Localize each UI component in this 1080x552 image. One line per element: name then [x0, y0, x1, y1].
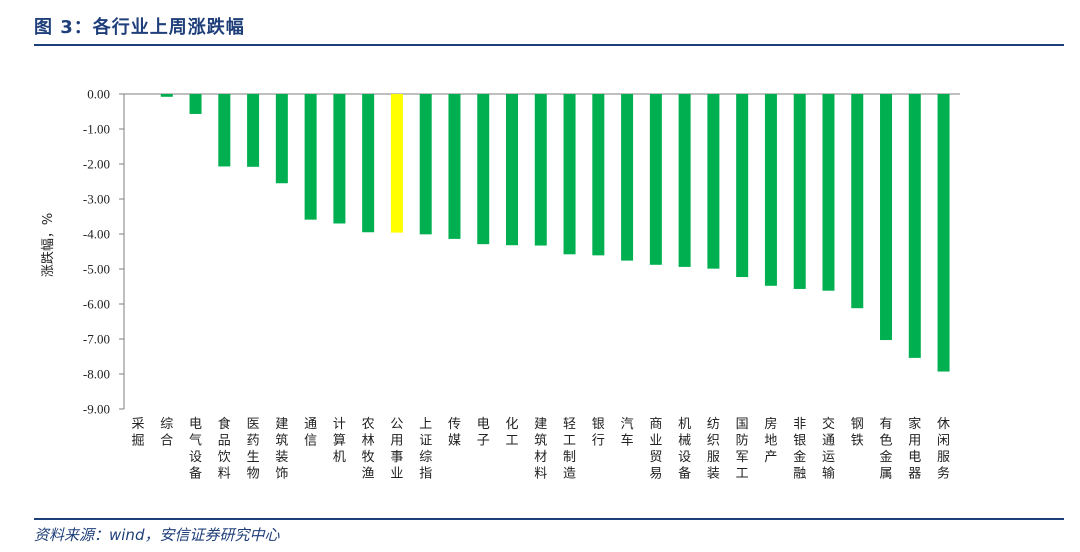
- y-axis: 0.00 -1.00 -2.00 -3.00 -4.00 -5.00 -6.00 -7.00 -…: [83, 87, 960, 417]
- bar-24: [822, 94, 835, 291]
- source-rule: [34, 518, 1064, 520]
- bar-18: [649, 94, 662, 265]
- bar-26: [880, 94, 893, 341]
- bar-27: [908, 94, 921, 358]
- bar-28: [937, 94, 950, 372]
- category-label-2: 电气设备: [189, 417, 202, 482]
- bar-21: [736, 94, 749, 278]
- category-label-8: 农林牧渔: [362, 417, 375, 482]
- category-label-0: 采掘: [131, 417, 144, 449]
- bar-9: [390, 94, 403, 233]
- bar-20: [707, 94, 720, 269]
- bar-8: [362, 94, 375, 233]
- category-label-3: 食品饮料: [218, 416, 231, 482]
- category-label-27: 家用电器: [908, 416, 921, 482]
- category-label-22: 房地产: [764, 416, 777, 465]
- bar-6: [304, 94, 317, 220]
- bar-5: [275, 94, 288, 184]
- category-label-20: 纺织服装: [707, 417, 720, 482]
- bar-2: [189, 94, 202, 114]
- category-label-25: 钢铁: [851, 417, 864, 449]
- bar-3: [218, 94, 231, 167]
- y-tick-label: -6.00: [83, 297, 110, 312]
- bar-chart: 0.00 -1.00 -2.00 -3.00 -4.00 -5.00 -6.00 -7.00 -…: [40, 87, 960, 482]
- bar-10: [419, 94, 432, 235]
- category-label-7: 计算机: [333, 417, 346, 465]
- y-axis-label: 涨跌幅，%: [40, 213, 56, 277]
- source-note: 资料来源：wind，安信证券研究中心: [34, 526, 280, 544]
- category-label-23: 非银金融: [793, 417, 806, 482]
- category-label-9: 公用事业: [390, 417, 403, 482]
- y-tick-label: 0.00: [87, 87, 110, 102]
- bar-25: [851, 94, 864, 309]
- y-tick-label: -4.00: [83, 227, 110, 242]
- bar-23: [793, 94, 806, 289]
- category-label-16: 银行: [592, 417, 605, 449]
- category-label-1: 综合: [160, 417, 173, 449]
- category-label-18: 商业贸易: [649, 417, 662, 482]
- y-tick-label: -8.00: [83, 367, 110, 382]
- y-tick-label: -5.00: [83, 262, 110, 277]
- bar-11: [448, 94, 461, 239]
- category-label-17: 汽车: [621, 417, 634, 449]
- category-label-6: 通信: [304, 417, 317, 449]
- bar-16: [592, 94, 605, 256]
- category-label-11: 传媒: [448, 417, 461, 449]
- category-label-19: 机械设备: [678, 417, 691, 482]
- y-tick-label: -2.00: [83, 157, 110, 172]
- category-label-28: 休闲服务: [937, 417, 950, 482]
- category-label-13: 化工: [506, 417, 519, 449]
- bar-7: [333, 94, 346, 224]
- category-label-4: 医药生物: [247, 417, 260, 482]
- y-tick-label: -3.00: [83, 192, 110, 207]
- category-label-12: 电子: [477, 417, 490, 449]
- bar-14: [534, 94, 547, 246]
- category-label-10: 上证综指: [419, 417, 432, 482]
- bar-13: [506, 94, 519, 246]
- y-tick-label: -1.00: [83, 122, 110, 137]
- y-tick-label: -7.00: [83, 332, 110, 347]
- bar-17: [621, 94, 634, 261]
- category-label-24: 交通运输: [822, 416, 835, 482]
- category-label-15: 轻工制造: [563, 417, 576, 482]
- bar-15: [563, 94, 576, 255]
- category-label-21: 国防军工: [736, 417, 749, 482]
- y-tick-label: -9.00: [83, 402, 110, 417]
- category-label-14: 建筑材料: [534, 417, 547, 482]
- figure-title: 图 3：各行业上周涨跌幅: [34, 17, 245, 38]
- title-rule: [34, 44, 1064, 46]
- bar-1: [160, 94, 173, 97]
- bar-12: [477, 94, 490, 245]
- bar-22: [764, 94, 777, 286]
- bar-4: [247, 94, 260, 167]
- bar-19: [678, 94, 691, 267]
- bars: [160, 94, 950, 372]
- category-label-26: 有色金属: [880, 417, 893, 482]
- category-label-5: 建筑装饰: [275, 417, 288, 482]
